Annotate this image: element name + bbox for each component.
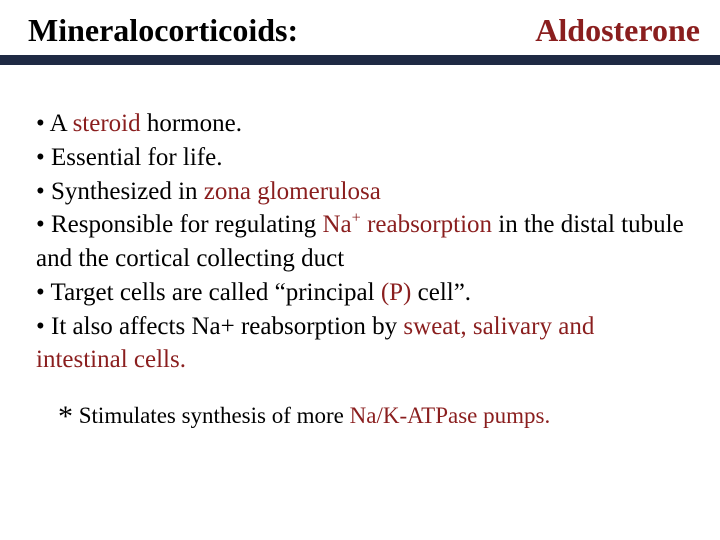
- footnote-highlight: Na/K-ATPase pumps.: [350, 403, 551, 428]
- bullet-2: • Essential for life.: [36, 141, 692, 175]
- bullet-1-pre: • A: [36, 110, 73, 137]
- bullet-6: • It also affects Na+ reabsorption by sw…: [36, 310, 692, 378]
- footnote: * Stimulates synthesis of more Na/K-ATPa…: [0, 377, 720, 431]
- footnote-asterisk: *: [58, 400, 73, 433]
- bullet-4-superscript: +: [352, 209, 361, 227]
- bullet-3-highlight: zona glomerulosa: [204, 178, 381, 205]
- bullet-1: • A steroid hormone.: [36, 107, 692, 141]
- bullet-5-pre: • Target cells are called “principal: [36, 279, 381, 306]
- bullet-1-highlight: steroid: [73, 110, 141, 137]
- bullet-4-hl-a: Na: [322, 211, 351, 238]
- bullet-5-post: cell”.: [411, 279, 471, 306]
- title-right: Aldosterone: [535, 12, 700, 49]
- slide: Mineralocorticoids: Aldosterone • A ster…: [0, 0, 720, 540]
- bullet-3-pre: • Synthesized in: [36, 178, 204, 205]
- bullet-3: • Synthesized in zona glomerulosa: [36, 175, 692, 209]
- bullet-5-highlight: (P): [381, 279, 412, 306]
- bullet-5: • Target cells are called “principal (P)…: [36, 276, 692, 310]
- title-underline-bar: [0, 55, 720, 65]
- title-left: Mineralocorticoids:: [28, 12, 298, 49]
- bullet-4: • Responsible for regulating Na+ reabsor…: [36, 208, 692, 276]
- bullet-4-hl-b: reabsorption: [361, 211, 492, 238]
- bullet-4-pre: • Responsible for regulating: [36, 211, 322, 238]
- bullet-2-text: • Essential for life.: [36, 144, 222, 171]
- content-block: • A steroid hormone. • Essential for lif…: [0, 65, 720, 377]
- bullet-6-pre: • It also affects Na+ reabsorption by: [36, 313, 403, 340]
- title-row: Mineralocorticoids: Aldosterone: [0, 0, 720, 55]
- footnote-pre: Stimulates synthesis of more: [73, 403, 350, 428]
- bullet-1-post: hormone.: [141, 110, 242, 137]
